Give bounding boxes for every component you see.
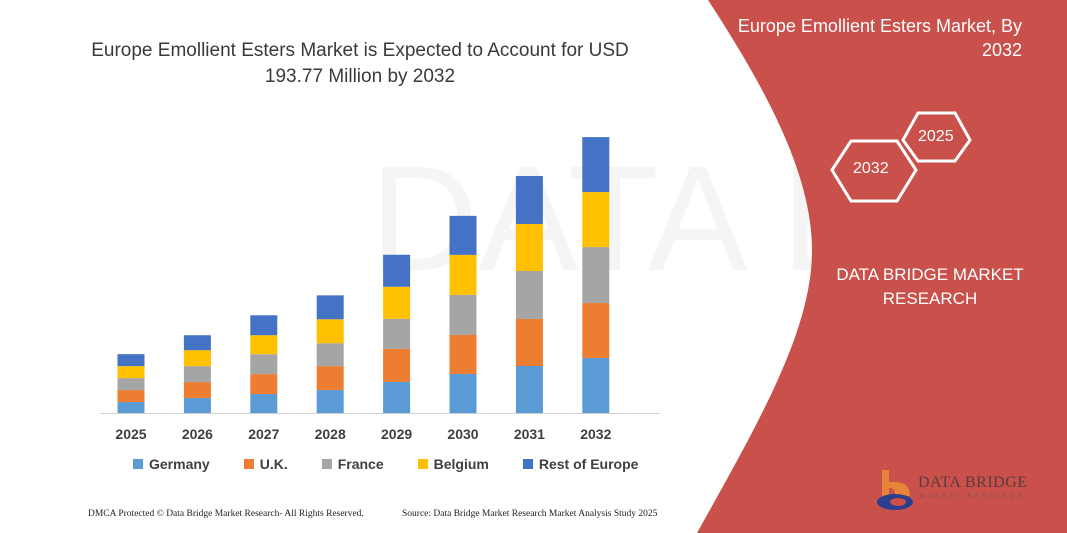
bar-segment-germany-2025 (117, 402, 145, 413)
bar-segment-france-2030 (449, 294, 477, 335)
legend-swatch (243, 459, 254, 469)
bar-segment-germany-2026 (183, 398, 211, 413)
bar-segment-belgium-2031 (515, 223, 543, 271)
logo-text: DATA BRIDGE (918, 474, 1028, 491)
brand-name: DATA BRIDGE MARKET RESEARCH (836, 265, 1024, 308)
legend-item-belgium: Belgium (417, 456, 489, 472)
stacked-bar-chart: 2025 2026 2027 2028 2029 2030 2031 2032 (100, 137, 660, 442)
footer-source: Source: Data Bridge Market Research Mark… (402, 509, 658, 519)
bar-segment-belgium-2030 (449, 254, 477, 295)
bar-segment-belgium-2026 (183, 350, 211, 367)
legend-item-france: France (321, 456, 384, 472)
bar-segment-belgium-2029 (383, 286, 411, 319)
bar-segment-u-k--2032 (582, 303, 610, 359)
side-panel-shape (697, 0, 1067, 533)
bar-segment-rest-of-europe-2025 (117, 354, 145, 367)
legend: Germany U.K. France Belgium Rest of Euro… (133, 456, 672, 472)
bar-segment-belgium-2025 (117, 366, 145, 379)
bar-segment-rest-of-europe-2029 (383, 254, 411, 287)
legend-swatch (321, 459, 332, 469)
legend-item-uk: U.K. (243, 456, 288, 472)
chart-title: Europe Emollient Esters Market is Expect… (91, 40, 629, 87)
bar-segment-rest-of-europe-2031 (515, 175, 543, 224)
x-tick-label: 2028 (315, 426, 346, 442)
bar-segment-germany-2027 (250, 394, 278, 413)
bar-segment-germany-2028 (316, 390, 344, 413)
hexagon-2025 (901, 111, 972, 163)
bar-segment-france-2027 (250, 354, 278, 375)
bar-segment-u-k--2028 (316, 366, 344, 391)
bar-segment-rest-of-europe-2030 (449, 215, 477, 255)
bar-segment-france-2025 (117, 378, 145, 391)
legend-swatch (133, 459, 143, 469)
logo-subtext: MARKET RESEARCH (920, 494, 1025, 500)
x-tick-label: 2030 (447, 426, 478, 442)
bar-segment-rest-of-europe-2032 (582, 137, 610, 193)
x-tick-label: 2027 (248, 426, 279, 442)
bar-segment-germany-2031 (515, 365, 543, 413)
legend-label: U.K. (259, 456, 288, 472)
legend-swatch (417, 459, 428, 469)
bar-segment-rest-of-europe-2028 (316, 295, 344, 320)
bar-segment-rest-of-europe-2027 (250, 315, 278, 336)
side-panel-title: Europe Emollient Esters Market, By 2032 (737, 16, 1022, 60)
x-tick-label: 2031 (514, 426, 545, 442)
bar-segment-u-k--2025 (117, 390, 145, 403)
legend-item-germany: Germany (133, 456, 210, 472)
x-tick-label: 2026 (182, 426, 213, 442)
bar-segment-u-k--2027 (250, 374, 278, 395)
bar-segment-france-2029 (383, 318, 411, 349)
legend-item-rest-of-europe: Rest of Europe (522, 456, 639, 472)
hex-year-2025: 2025 (918, 128, 954, 145)
bar-segment-france-2031 (515, 270, 543, 319)
bar-segment-germany-2030 (449, 373, 477, 413)
bar-segment-germany-2029 (383, 381, 411, 413)
bar-segment-u-k--2031 (515, 318, 543, 366)
legend-label: Rest of Europe (538, 456, 639, 472)
legend-label: Germany (149, 456, 210, 472)
bar-segment-france-2028 (316, 343, 344, 367)
bar-segment-france-2032 (582, 247, 610, 304)
legend-label: France (337, 456, 384, 472)
x-tick-label: 2032 (580, 426, 611, 442)
x-tick-label: 2025 (115, 426, 146, 442)
bar-segment-germany-2032 (582, 358, 610, 413)
hex-year-2032: 2032 (853, 160, 889, 177)
bar-segment-rest-of-europe-2026 (183, 335, 211, 351)
logo-icon (877, 470, 913, 510)
bar-segment-u-k--2026 (183, 382, 211, 399)
x-tick-label: 2029 (381, 426, 412, 442)
legend-swatch (522, 459, 533, 469)
bar-segment-belgium-2027 (250, 335, 278, 355)
bar-segment-belgium-2032 (582, 192, 610, 248)
hexagon-2032 (830, 139, 918, 203)
legend-label: Belgium (433, 456, 489, 472)
bar-segment-u-k--2029 (383, 348, 411, 382)
footer-copyright: DMCA Protected © Data Bridge Market Rese… (88, 509, 364, 519)
bar-segment-u-k--2030 (449, 334, 477, 374)
bar-segment-belgium-2028 (316, 319, 344, 344)
bar-segment-france-2026 (183, 366, 211, 383)
